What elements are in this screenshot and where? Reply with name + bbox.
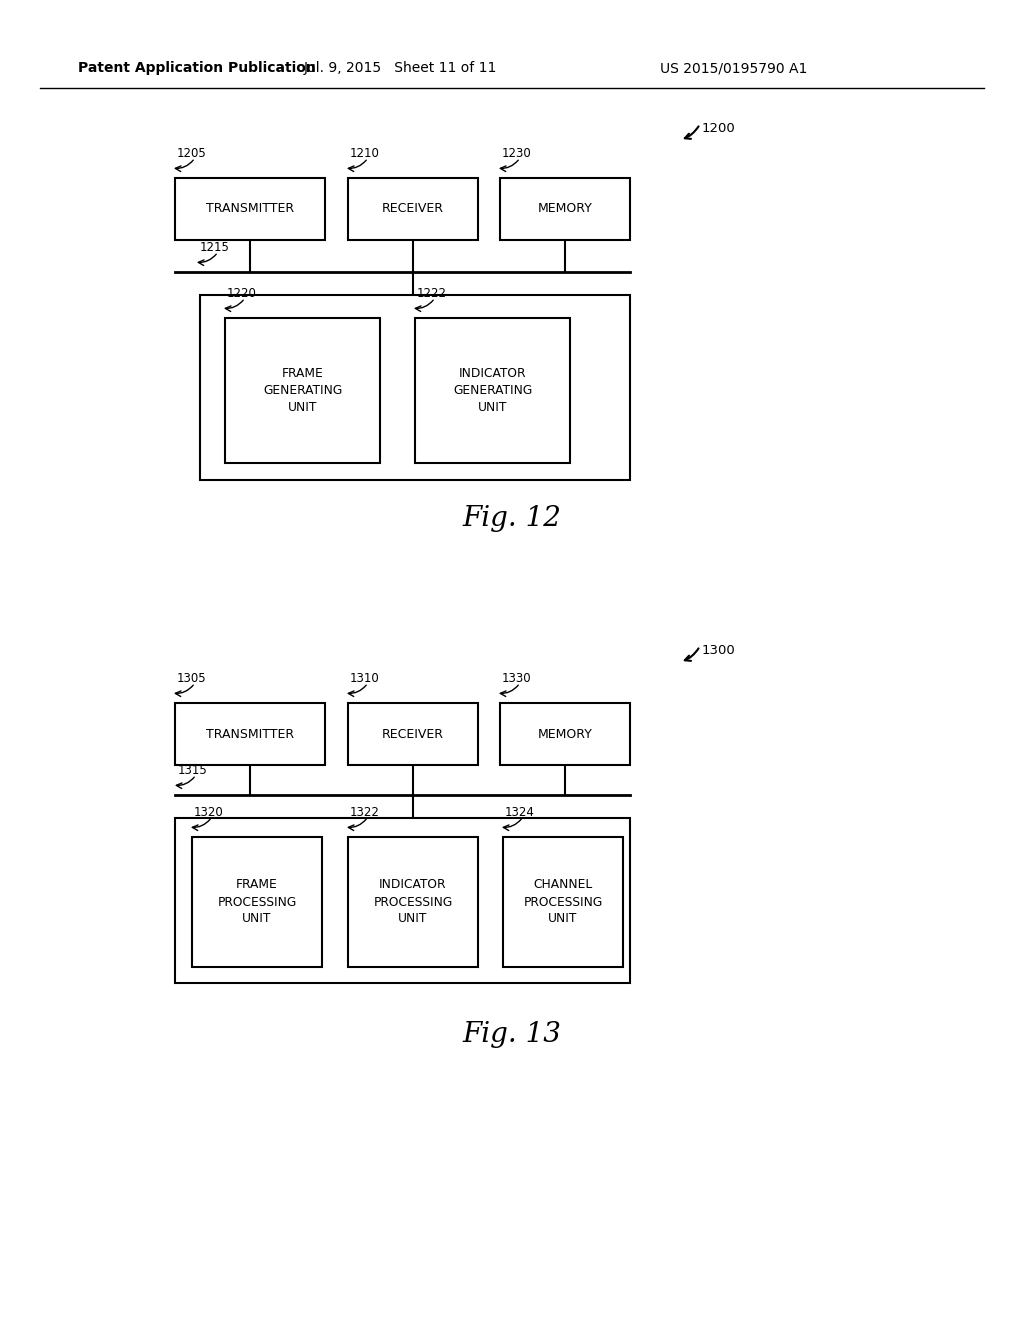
Text: 1330: 1330 [502,672,531,685]
Text: FRAME
PROCESSING
UNIT: FRAME PROCESSING UNIT [217,879,297,925]
Text: Jul. 9, 2015   Sheet 11 of 11: Jul. 9, 2015 Sheet 11 of 11 [303,61,497,75]
Bar [503,837,623,968]
Text: 1220: 1220 [227,286,257,300]
Text: CHANNEL
PROCESSING
UNIT: CHANNEL PROCESSING UNIT [523,879,603,925]
Bar [225,318,380,463]
Text: 1200: 1200 [702,121,736,135]
Text: 1210: 1210 [350,147,380,160]
Bar [348,178,478,240]
Text: TRANSMITTER: TRANSMITTER [206,202,294,215]
Text: 1230: 1230 [502,147,531,160]
Bar [348,837,478,968]
Bar [175,704,325,766]
Text: FRAME
GENERATING
UNIT: FRAME GENERATING UNIT [263,367,342,414]
Text: Fig. 13: Fig. 13 [463,1022,561,1048]
Text: INDICATOR
PROCESSING
UNIT: INDICATOR PROCESSING UNIT [374,879,453,925]
Bar [415,318,570,463]
Bar [175,818,630,983]
Text: 1222: 1222 [417,286,447,300]
Text: INDICATOR
GENERATING
UNIT: INDICATOR GENERATING UNIT [453,367,532,414]
Text: MEMORY: MEMORY [538,202,593,215]
Text: US 2015/0195790 A1: US 2015/0195790 A1 [660,61,807,75]
Text: 1205: 1205 [177,147,207,160]
Text: MEMORY: MEMORY [538,727,593,741]
Text: Fig. 12: Fig. 12 [463,504,561,532]
Text: 1320: 1320 [194,807,224,818]
Text: RECEIVER: RECEIVER [382,727,444,741]
Text: RECEIVER: RECEIVER [382,202,444,215]
Text: Patent Application Publication: Patent Application Publication [78,61,315,75]
Text: 1215: 1215 [200,242,229,253]
Text: 1310: 1310 [350,672,380,685]
Text: TRANSMITTER: TRANSMITTER [206,727,294,741]
Bar [348,704,478,766]
Text: 1324: 1324 [505,807,535,818]
Text: 1315: 1315 [178,764,208,777]
Text: 1322: 1322 [350,807,380,818]
Bar [500,178,630,240]
Bar [500,704,630,766]
Bar [200,294,630,480]
Text: 1300: 1300 [702,644,736,656]
Bar [175,178,325,240]
Text: 1305: 1305 [177,672,207,685]
Bar [193,837,322,968]
